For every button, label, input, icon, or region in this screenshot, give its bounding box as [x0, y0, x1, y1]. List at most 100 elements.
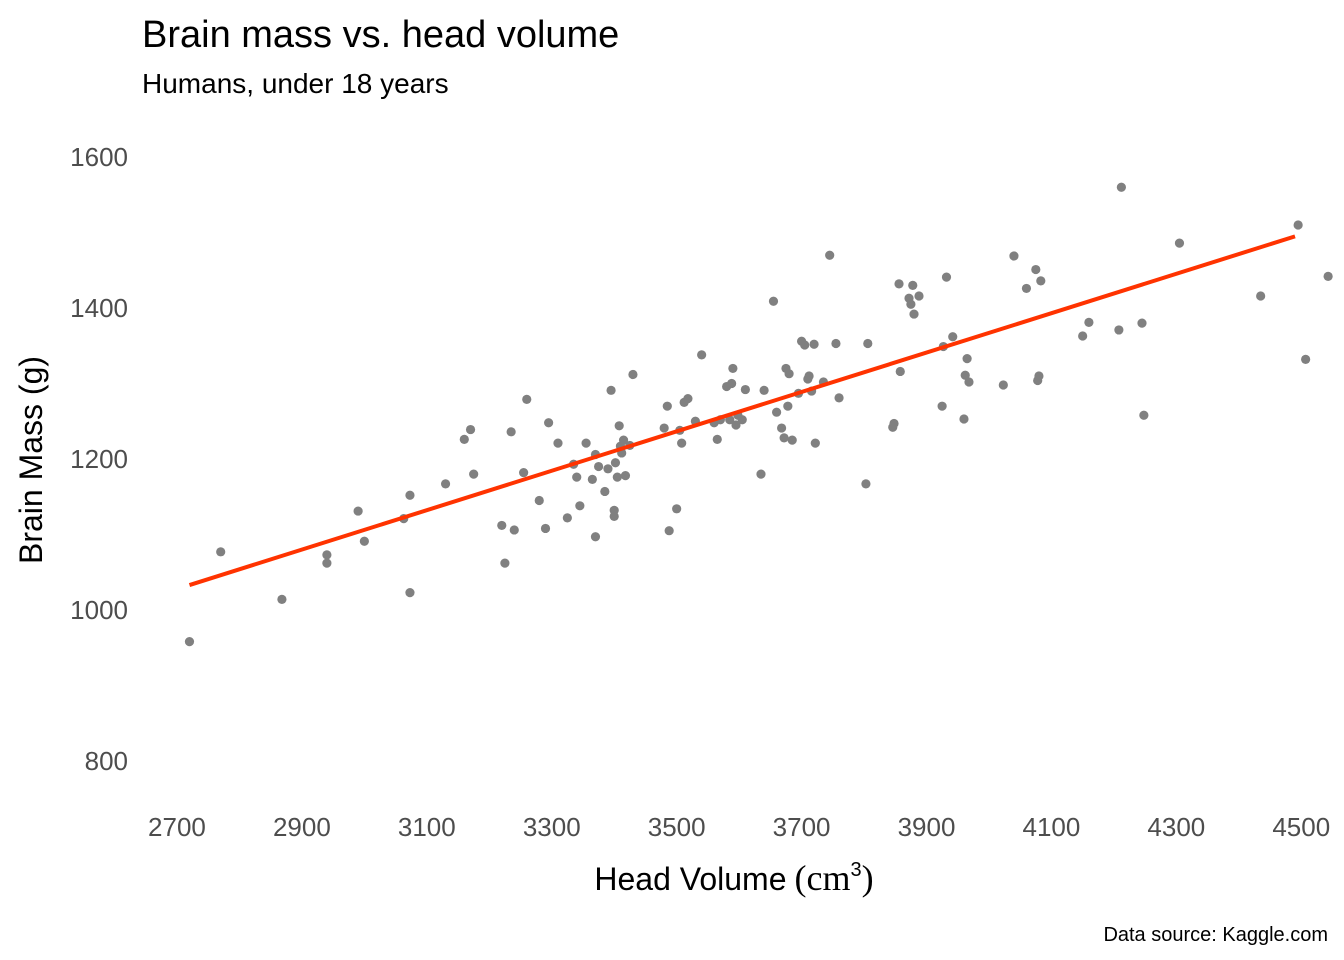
x-axis-unit-close: ): [862, 858, 874, 898]
data-point: [810, 438, 820, 448]
data-point: [440, 479, 451, 489]
data-point: [937, 401, 947, 411]
data-point: [497, 520, 507, 531]
data-point: [562, 513, 572, 523]
data-point: [353, 506, 363, 516]
data-point: [572, 472, 582, 482]
data-point: [575, 501, 585, 511]
data-points: [184, 182, 1333, 647]
data-point: [1114, 325, 1124, 335]
data-point: [620, 471, 631, 481]
data-point: [1301, 354, 1311, 364]
data-point: [672, 504, 682, 514]
data-point: [712, 434, 722, 444]
data-point: [1078, 331, 1088, 341]
data-point: [759, 385, 769, 395]
data-point: [740, 384, 750, 395]
data-point: [1139, 410, 1149, 420]
data-point: [614, 421, 624, 431]
data-point: [540, 523, 551, 534]
x-tick-label: 3500: [648, 812, 706, 842]
data-point: [776, 423, 787, 433]
data-point: [998, 380, 1008, 390]
chart-title: Brain mass vs. head volume: [142, 14, 619, 56]
data-point: [609, 511, 619, 521]
y-tick-label: 1200: [70, 444, 128, 474]
data-point: [322, 558, 332, 568]
data-point: [809, 339, 819, 349]
data-point: [277, 594, 287, 604]
y-tick-label: 1400: [70, 293, 128, 323]
y-tick-label: 1600: [70, 142, 128, 172]
data-point: [959, 414, 969, 424]
data-point: [914, 291, 924, 301]
data-point: [405, 490, 415, 500]
data-point: [519, 467, 529, 478]
data-point: [800, 340, 810, 350]
data-point: [731, 420, 741, 430]
data-point: [894, 279, 904, 289]
data-point: [863, 338, 873, 349]
data-point: [1137, 318, 1147, 328]
x-axis-unit-open: (: [795, 858, 807, 898]
x-axis-unit: cm: [807, 858, 851, 898]
data-point: [787, 435, 797, 445]
data-point: [216, 547, 226, 557]
y-axis-ticks: 800 1000 1200 1400 1600: [70, 142, 128, 776]
data-point: [618, 435, 629, 445]
data-point: [1174, 238, 1185, 248]
data-point: [834, 393, 844, 403]
data-point: [1084, 317, 1094, 327]
data-point: [783, 401, 793, 411]
x-axis-title: Head Volume (cm3): [594, 858, 873, 898]
data-point: [779, 433, 789, 443]
data-point: [1256, 291, 1266, 301]
x-axis-unit-superscript: 3: [850, 859, 861, 881]
y-tick-label: 1000: [70, 595, 128, 625]
data-point: [544, 418, 554, 428]
data-point: [889, 418, 899, 429]
data-point: [587, 474, 597, 484]
chart-caption: Data source: Kaggle.com: [1103, 924, 1328, 946]
data-point: [784, 369, 794, 379]
x-tick-label: 3300: [523, 812, 581, 842]
data-point: [895, 366, 905, 377]
data-point: [683, 394, 693, 404]
trend-line: [188, 234, 1296, 587]
data-point: [727, 378, 737, 389]
x-tick-label: 3900: [898, 812, 956, 842]
x-tick-label: 4500: [1272, 812, 1330, 842]
data-point: [960, 370, 970, 380]
data-point: [964, 377, 974, 387]
data-point: [831, 338, 841, 349]
data-point: [603, 464, 613, 474]
data-point: [677, 438, 687, 448]
data-point: [697, 350, 707, 360]
chart-subtitle: Humans, under 18 years: [142, 68, 449, 99]
data-point: [861, 479, 871, 489]
data-point: [600, 486, 610, 497]
data-point: [522, 394, 532, 404]
data-point: [581, 438, 591, 448]
data-point: [1323, 271, 1333, 281]
data-point: [728, 363, 738, 374]
data-point: [610, 458, 621, 468]
data-point: [909, 309, 919, 319]
data-point: [509, 525, 519, 535]
data-point: [1031, 264, 1041, 275]
x-tick-label: 4100: [1023, 812, 1081, 842]
svg-text:Head Volume(cm3): Head Volume (cm3): [594, 858, 873, 898]
x-tick-label: 4300: [1147, 812, 1205, 842]
data-point: [628, 369, 638, 380]
data-point: [459, 434, 469, 444]
data-point: [906, 299, 916, 309]
data-point: [662, 401, 672, 411]
data-point: [768, 296, 779, 306]
data-point: [359, 536, 369, 546]
x-tick-label: 2900: [273, 812, 331, 842]
data-point: [664, 526, 674, 536]
data-point: [405, 587, 415, 598]
x-tick-label: 3700: [773, 812, 831, 842]
data-point: [506, 427, 516, 437]
